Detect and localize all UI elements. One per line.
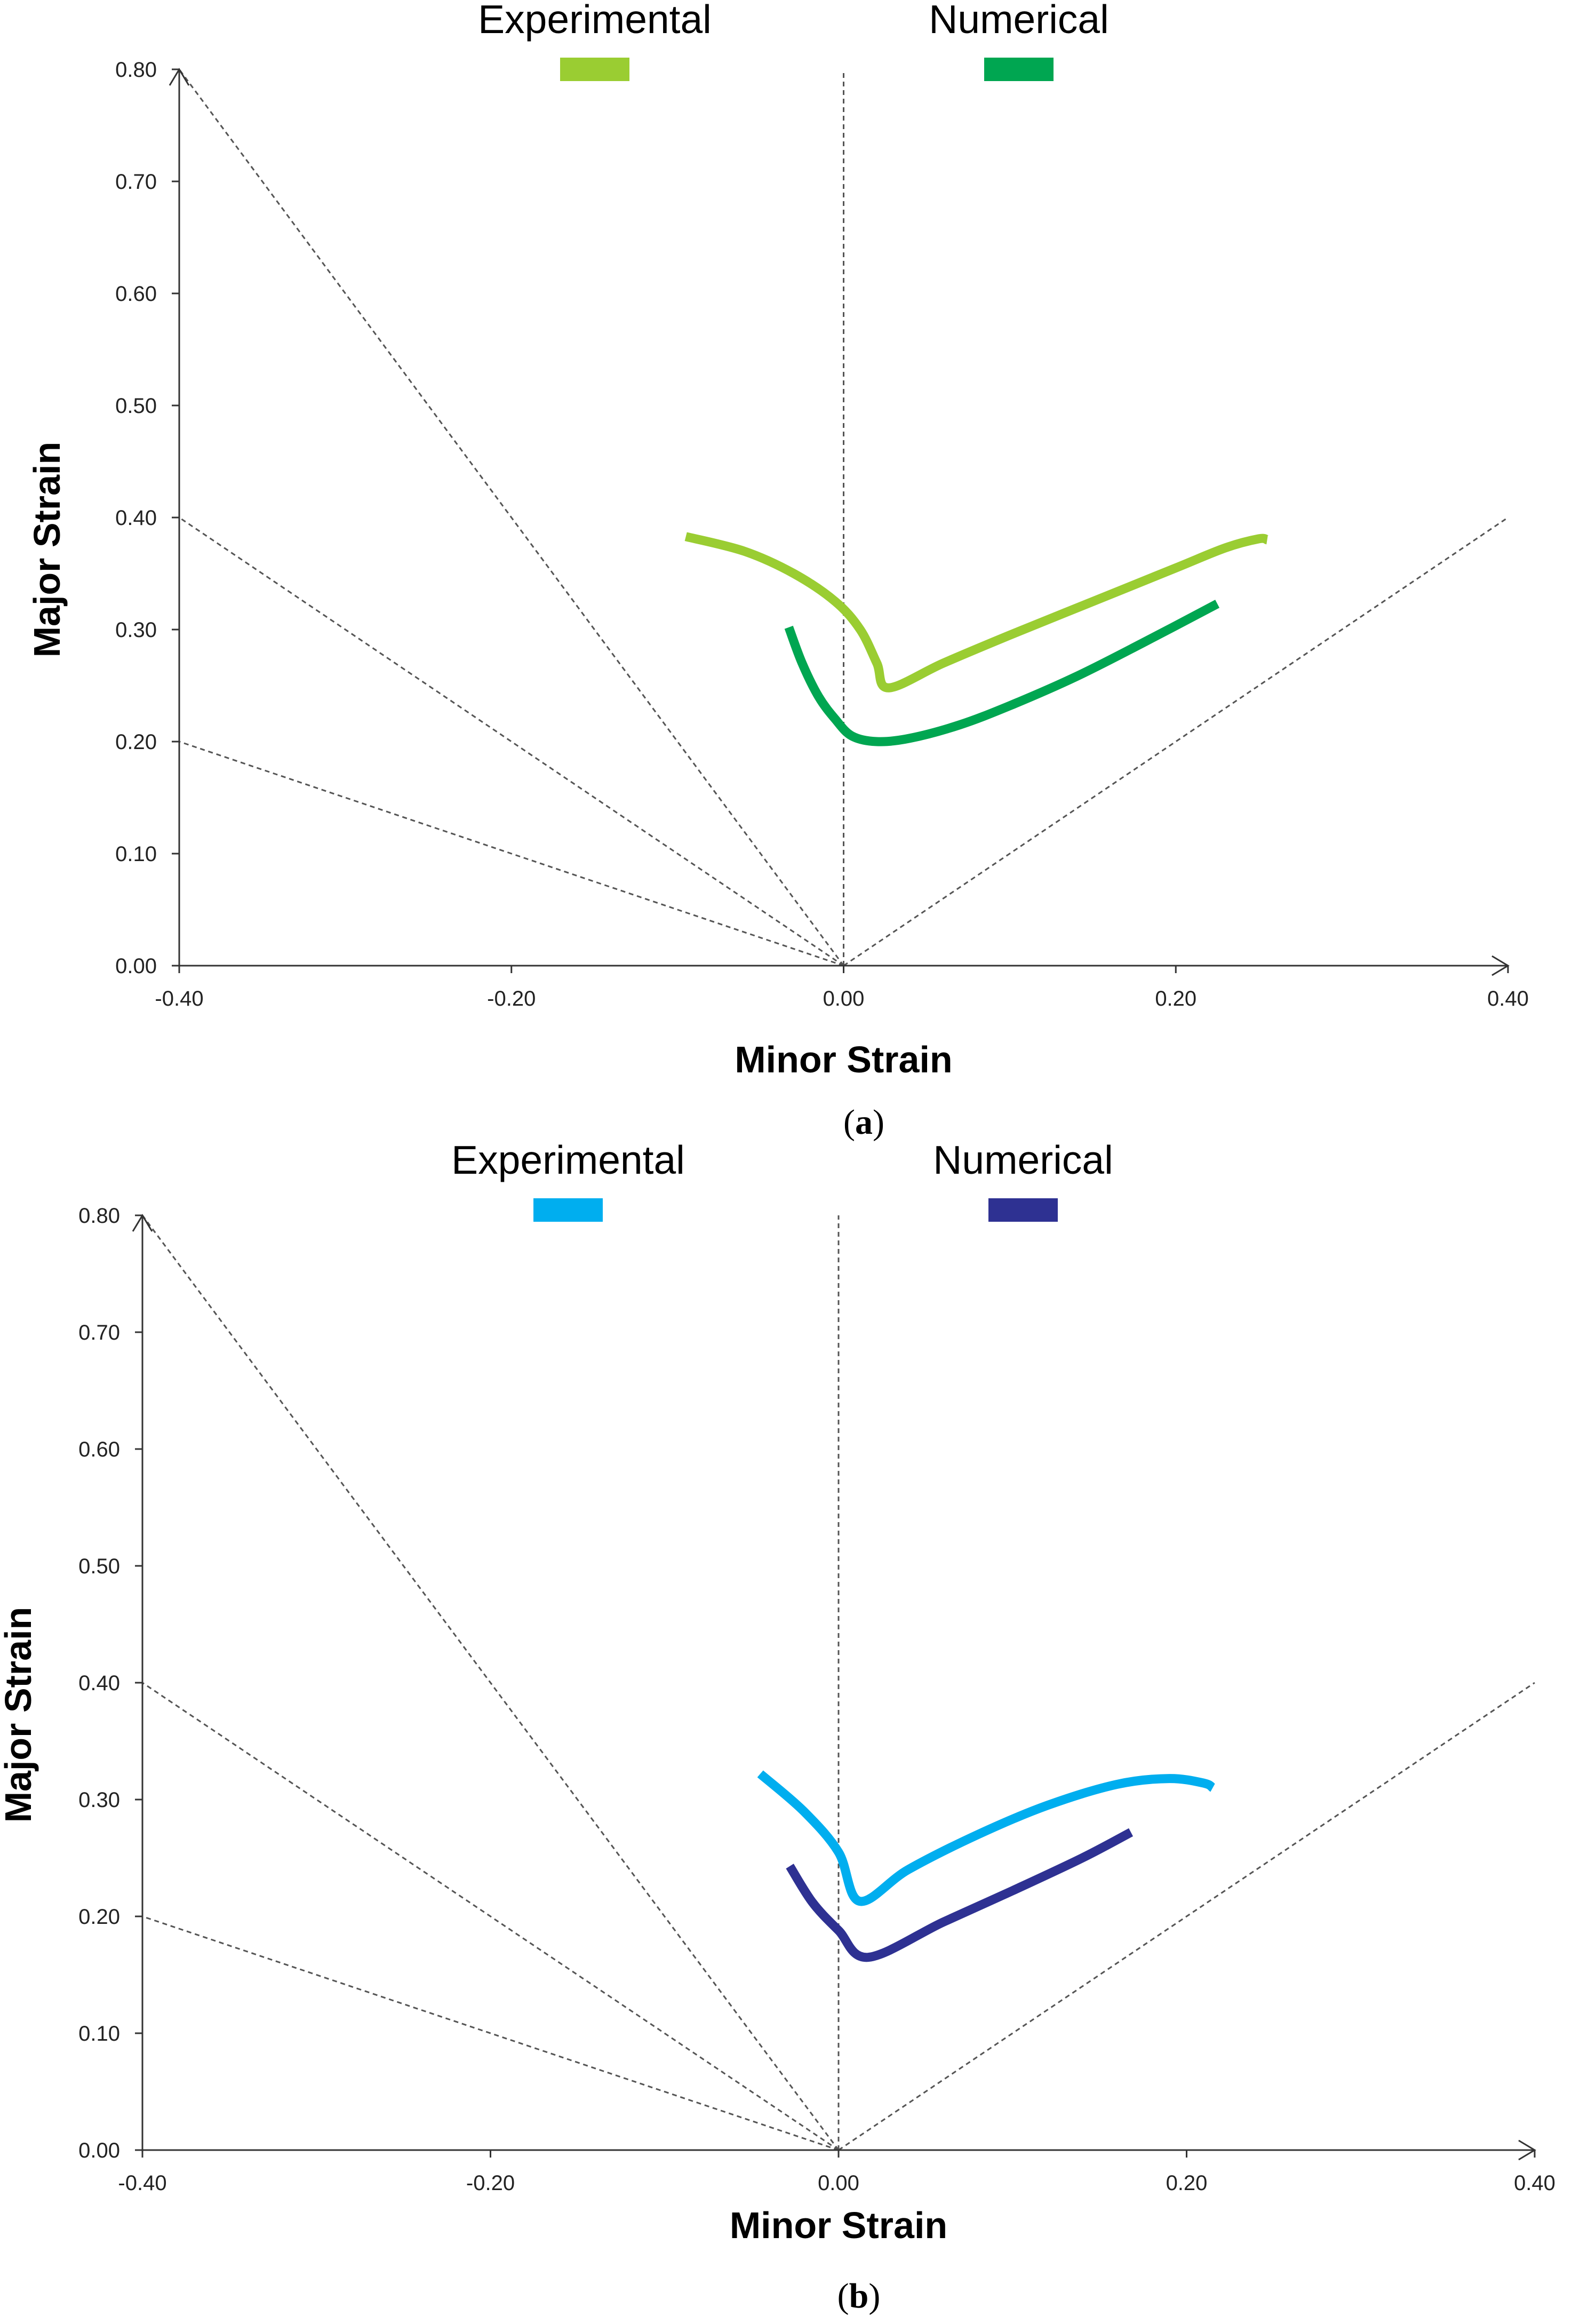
legend-label-experimental: Experimental xyxy=(478,0,712,42)
y-tick-label: 0.10 xyxy=(115,842,157,866)
series-line-experimental xyxy=(757,1770,1216,1906)
x-tick-label: 0.00 xyxy=(823,987,865,1010)
caption-open: ( xyxy=(843,1103,855,1142)
chart-panel-b: -0.40 -0.20 0.00 0.20 0.40 0.00 0.10 0.20 0.30 0.… xyxy=(0,1137,1555,2315)
x-axis-title: Minor Strain xyxy=(730,2204,947,2246)
y-tick-label: 0.00 xyxy=(78,2139,120,2162)
legend-label-numerical: Numerical xyxy=(929,0,1109,42)
y-tick-label: 0.30 xyxy=(78,1788,120,1812)
x-tick-label: -0.20 xyxy=(466,2171,515,2195)
y-axis-title: Major Strain xyxy=(0,1607,39,1823)
y-tick-label: 0.50 xyxy=(115,394,157,418)
x-tick-label: 0.20 xyxy=(1155,987,1196,1010)
y-tick-label: 0.20 xyxy=(78,1905,120,1929)
reference-line xyxy=(142,1915,839,2151)
reference-line xyxy=(179,741,844,967)
y-tick-label: 0.60 xyxy=(78,1438,120,1461)
caption-open: ( xyxy=(837,2277,849,2315)
reference-line xyxy=(179,516,844,967)
panel-caption: (a) xyxy=(843,1103,884,1142)
legend-swatch-experimental xyxy=(560,58,629,81)
y-tick-label: 0.80 xyxy=(78,1204,120,1228)
y-tick-label: 0.70 xyxy=(115,170,157,194)
caption-close: ) xyxy=(868,2277,880,2315)
x-tick-label: -0.20 xyxy=(487,987,536,1010)
legend-label-numerical: Numerical xyxy=(933,1137,1113,1182)
y-tick-label: 0.40 xyxy=(115,506,157,530)
y-tick-label: 0.70 xyxy=(78,1321,120,1344)
x-tick-label: 0.40 xyxy=(1514,2171,1555,2195)
reference-line xyxy=(838,1682,1535,2151)
series-line-experimental xyxy=(684,532,1270,693)
reference-line xyxy=(142,1682,839,2151)
reference-line xyxy=(843,516,1509,967)
y-tick-label: 0.20 xyxy=(115,730,157,754)
panel-caption: (b) xyxy=(837,2277,881,2315)
y-tick-label: 0.40 xyxy=(78,1672,120,1695)
series-line-numerical xyxy=(786,1828,1134,1962)
reference-line xyxy=(178,69,844,966)
chart-panel-a: -0.40 -0.20 0.00 0.20 0.40 0.00 0.10 0.20 0.30 0.… xyxy=(26,0,1529,1142)
y-tick-label: 0.60 xyxy=(115,282,157,306)
y-axis-title: Major Strain xyxy=(26,442,68,658)
legend-swatch-numerical xyxy=(984,58,1054,81)
legend-label-experimental: Experimental xyxy=(451,1137,685,1182)
y-tick-label: 0.00 xyxy=(115,954,157,978)
legend-swatch-numerical xyxy=(988,1198,1058,1222)
caption-label: b xyxy=(849,2277,869,2315)
x-tick-label: 0.20 xyxy=(1166,2171,1208,2195)
reference-line xyxy=(141,1215,840,2151)
x-tick-label: -0.40 xyxy=(155,987,203,1010)
y-tick-label: 0.50 xyxy=(78,1555,120,1578)
legend-swatch-experimental xyxy=(533,1198,603,1222)
x-tick-label: -0.40 xyxy=(118,2171,166,2195)
x-tick-label: 0.00 xyxy=(818,2171,859,2195)
y-tick-label: 0.30 xyxy=(115,618,157,642)
series-line-numerical xyxy=(784,600,1220,746)
x-tick-label: 0.40 xyxy=(1487,987,1529,1010)
x-axis-title: Minor Strain xyxy=(735,1039,952,1080)
y-tick-label: 0.10 xyxy=(78,2022,120,2046)
caption-close: ) xyxy=(873,1103,884,1142)
caption-label: a xyxy=(855,1103,873,1142)
y-tick-label: 0.80 xyxy=(115,58,157,82)
